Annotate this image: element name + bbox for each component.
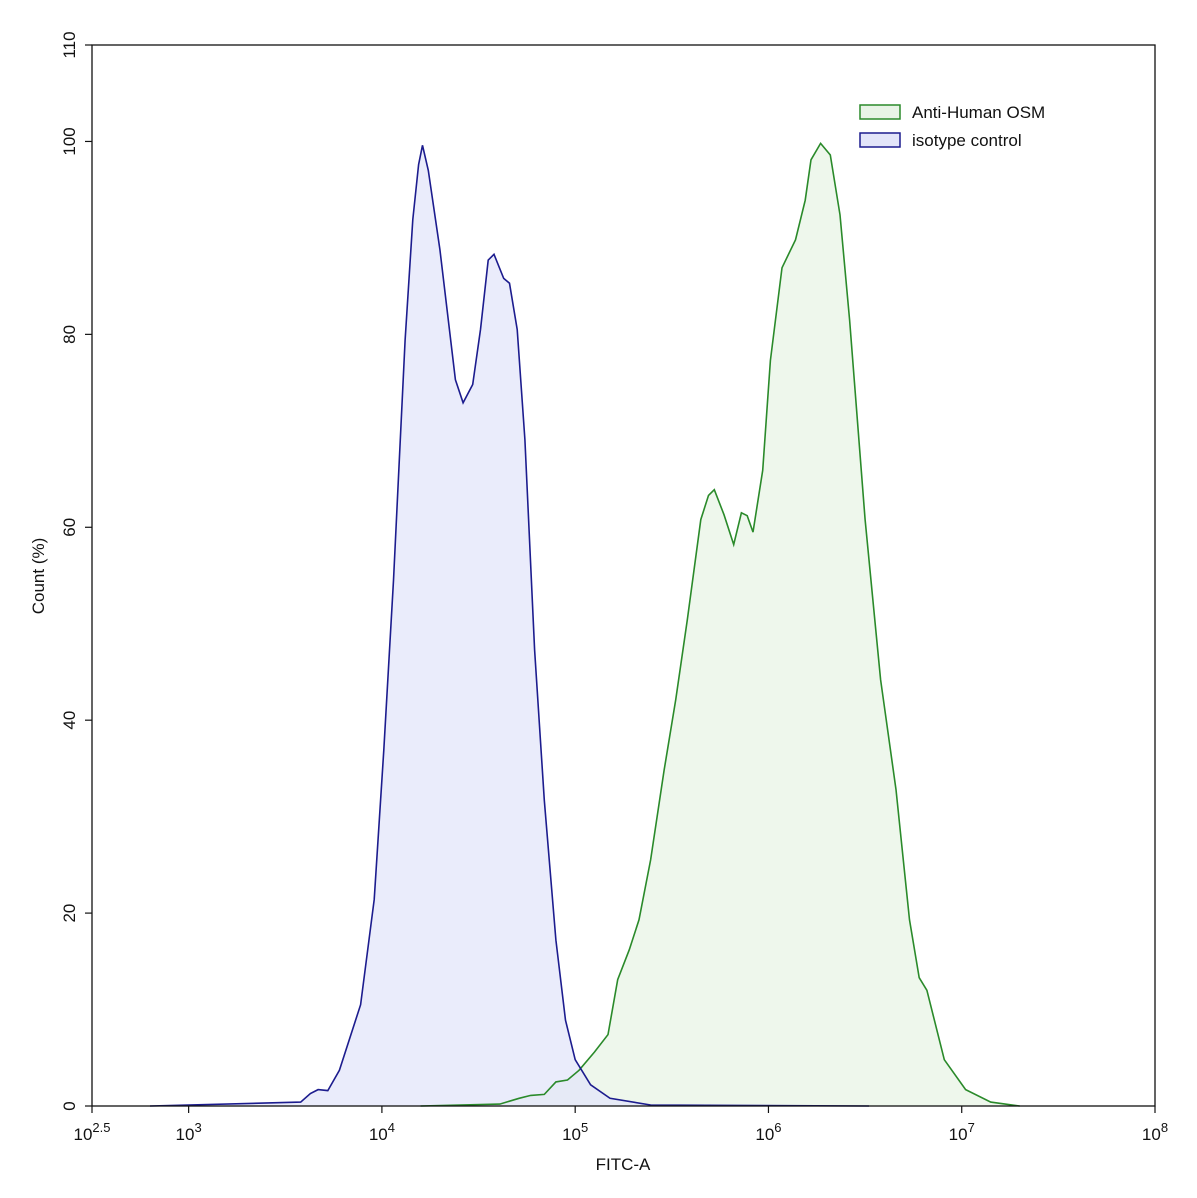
x-tick-label: 102.5 (74, 1120, 111, 1144)
x-tick-exponent: 6 (774, 1120, 781, 1135)
x-tick-label: 106 (755, 1120, 781, 1144)
x-tick-exponent: 3 (194, 1120, 201, 1135)
y-tick-label: 0 (60, 1101, 79, 1110)
x-tick-exponent: 4 (388, 1120, 395, 1135)
x-tick-base: 10 (949, 1125, 968, 1144)
x-tick-label: 107 (949, 1120, 975, 1144)
series-area (149, 145, 869, 1107)
legend-swatch (859, 104, 901, 120)
legend-swatch (859, 132, 901, 148)
x-tick-label: 103 (176, 1120, 202, 1144)
series-line (420, 142, 1020, 1107)
x-tick-exponent: 7 (968, 1120, 975, 1135)
x-tick-base: 10 (755, 1125, 774, 1144)
x-tick-base: 10 (562, 1125, 581, 1144)
series-area (420, 143, 1020, 1106)
y-tick-label: 40 (60, 711, 79, 730)
x-tick-base: 10 (1142, 1125, 1161, 1144)
legend-label: Anti-Human OSM (912, 103, 1045, 122)
x-tick-base: 10 (369, 1125, 388, 1144)
x-tick-base: 10 (176, 1125, 195, 1144)
plot-frame (91, 44, 1156, 1107)
y-tick-label: 100 (60, 127, 79, 155)
x-tick-exponent: 8 (1161, 1120, 1168, 1135)
x-tick-base: 10 (74, 1125, 93, 1144)
legend-label: isotype control (912, 131, 1022, 150)
x-tick-label: 104 (369, 1120, 395, 1144)
x-tick-exponent: 2.5 (92, 1120, 110, 1135)
x-axis-title: FITC-A (596, 1155, 651, 1174)
y-tick-label: 60 (60, 518, 79, 537)
x-tick-label: 105 (562, 1120, 588, 1144)
series-line (149, 145, 870, 1107)
y-axis-title: Count (%) (29, 538, 48, 615)
x-tick-label: 108 (1142, 1120, 1168, 1144)
x-tick-exponent: 5 (581, 1120, 588, 1135)
y-tick-label: 20 (60, 904, 79, 923)
y-tick-label: 110 (60, 31, 79, 58)
y-tick-label: 80 (60, 325, 79, 344)
